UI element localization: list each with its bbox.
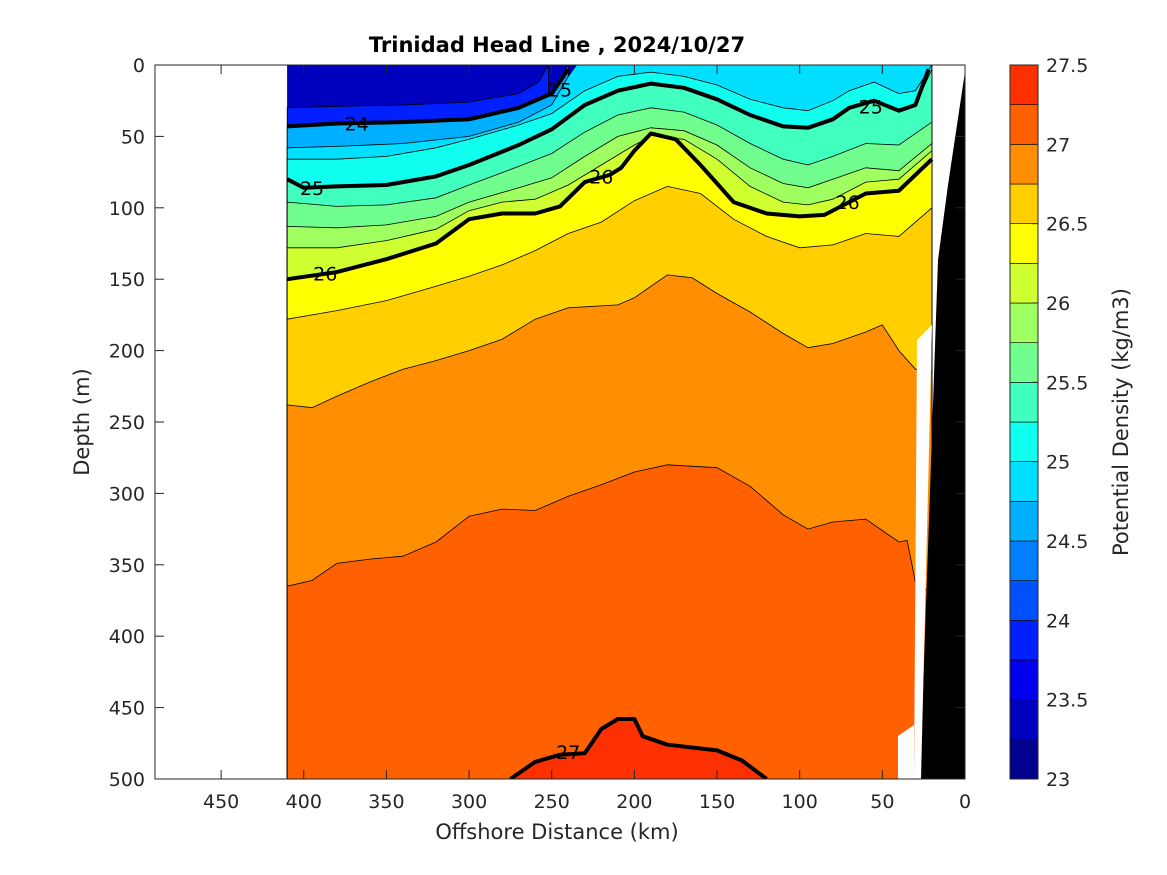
x-axis-ticks: 450 400 350 300 250 200 150 100 50 0 <box>203 65 971 813</box>
y-tick-label: 150 <box>109 269 145 291</box>
colorbar-swatch <box>1009 421 1039 462</box>
y-axis-ticks: 0 50 100 150 200 250 300 350 400 450 500 <box>109 55 965 791</box>
y-tick-label: 200 <box>109 341 145 363</box>
colorbar-swatch <box>1009 183 1039 224</box>
colorbar-frame <box>1009 64 1039 780</box>
colorbar-tick-label: 23 <box>1046 769 1070 791</box>
colorbar-swatch <box>1009 382 1039 423</box>
contour-line-27 <box>509 717 768 779</box>
contour-label-text: 25 <box>548 79 572 101</box>
colorbar-tick-label: 24 <box>1046 610 1070 632</box>
contour-line-24 <box>287 68 570 129</box>
x-tick-label: 450 <box>203 791 239 813</box>
contour-label-text: 25 <box>859 96 883 118</box>
y-tick-label: 350 <box>109 555 145 577</box>
colorbar-tick-label: 27 <box>1046 134 1070 156</box>
colorbar-tick-label: 23.5 <box>1046 690 1088 712</box>
x-tick-label: 50 <box>870 791 894 813</box>
colorbar-label: Potential Density (kg/m3) <box>1109 288 1133 556</box>
contour-label-text: 24 <box>345 114 369 136</box>
plot-area <box>155 65 965 779</box>
contour-labels: 24 25 25 25 26 26 26 27 <box>300 79 883 764</box>
contour-label-text: 26 <box>836 192 860 214</box>
contour-label-26: 26 <box>589 166 613 188</box>
y-tick-label: 400 <box>109 626 145 648</box>
contour-label-text: 26 <box>589 166 613 188</box>
y-axis-label: Depth (m) <box>70 368 94 475</box>
colorbar-swatch <box>1009 699 1039 740</box>
x-tick-label: 250 <box>534 791 570 813</box>
seafloor-gap <box>898 325 932 779</box>
colorbar-ticks: 23 23.5 24 24.5 25 25.5 26 26.5 27 27.5 <box>1032 55 1088 791</box>
colorbar-tick-label: 26 <box>1046 293 1070 315</box>
contour-label-25: 25 <box>859 96 883 118</box>
x-tick-label: 150 <box>699 791 735 813</box>
seafloor-bathymetry <box>920 71 965 779</box>
density-band <box>286 464 933 779</box>
contour-label-text: 25 <box>300 178 324 200</box>
y-tick-label: 0 <box>133 55 145 77</box>
colorbar-tick-label: 24.5 <box>1046 531 1088 553</box>
contour-label-25: 25 <box>300 178 324 200</box>
y-tick-label: 250 <box>109 412 145 434</box>
colorbar-tick-label: 26.5 <box>1046 214 1088 236</box>
x-tick-label: 350 <box>368 791 404 813</box>
colorbar-swatch <box>1009 223 1039 264</box>
contour-label-27: 27 <box>556 742 580 764</box>
colorbar-swatch <box>1009 659 1039 700</box>
x-tick-label: 0 <box>959 791 971 813</box>
x-tick-label: 400 <box>286 791 322 813</box>
contour-line-26 <box>286 131 934 282</box>
colorbar-swatch <box>1009 104 1039 145</box>
colorbar-swatch <box>1009 461 1039 502</box>
colorbar-swatch <box>1009 620 1039 661</box>
contour-label-26: 26 <box>836 192 860 214</box>
colorbar-tick-label: 25.5 <box>1046 372 1088 394</box>
contour-line-25 <box>286 68 931 190</box>
x-axis-label: Offshore Distance (km) <box>435 820 678 844</box>
bold-contour-lines <box>286 68 934 779</box>
colorbar-swatch <box>1009 144 1039 185</box>
colorbar-swatch <box>1009 739 1039 780</box>
colorbar-swatch <box>1009 501 1039 542</box>
y-tick-label: 100 <box>109 198 145 220</box>
y-tick-label: 500 <box>109 769 145 791</box>
colorbar-swatch <box>1009 263 1039 304</box>
colorbar-swatch <box>1009 302 1039 343</box>
colorbar-swatch <box>1009 342 1039 383</box>
contour-label-26: 26 <box>313 263 337 285</box>
colorbar-swatch <box>1009 540 1039 581</box>
y-tick-label: 50 <box>121 126 145 148</box>
colorbar-swatch <box>1009 64 1039 105</box>
contour-label-25: 25 <box>548 79 572 101</box>
contour-label-text: 27 <box>556 742 580 764</box>
x-tick-label: 200 <box>616 791 652 813</box>
colorbar-swatch <box>1009 580 1039 621</box>
x-tick-label: 300 <box>451 791 487 813</box>
x-tick-label: 100 <box>782 791 818 813</box>
colorbar-tick-label: 27.5 <box>1046 55 1088 77</box>
chart-title: Trinidad Head Line , 2024/10/27 <box>369 33 745 57</box>
colorbar <box>1009 64 1039 780</box>
colorbar-tick-label: 25 <box>1046 452 1070 474</box>
y-tick-label: 300 <box>109 483 145 505</box>
y-tick-label: 450 <box>109 698 145 720</box>
density-bands <box>286 65 933 779</box>
contour-label-text: 26 <box>313 263 337 285</box>
contour-label-24: 24 <box>345 114 369 136</box>
